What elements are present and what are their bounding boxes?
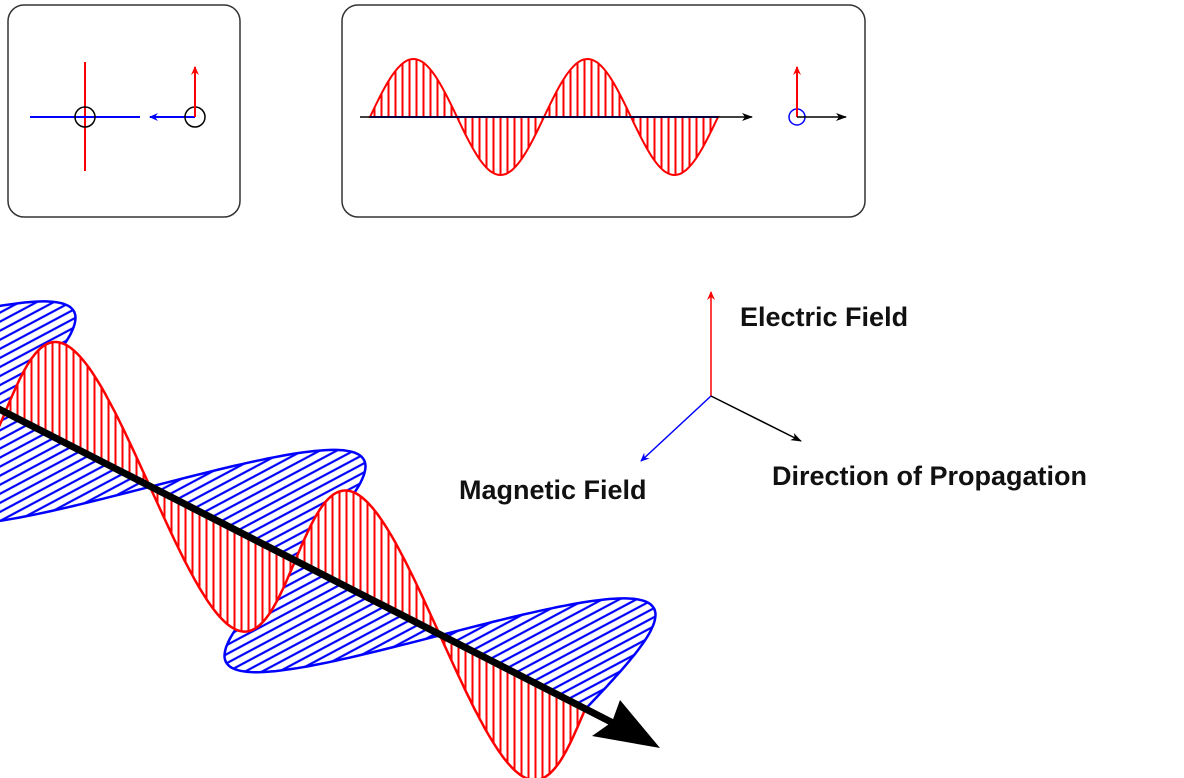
panel bbox=[7, 4, 241, 218]
propagation-axis bbox=[0, 405, 617, 728]
wave bbox=[0, 300, 660, 778]
electric-label: Electric Field bbox=[740, 302, 908, 332]
propagation-label: Direction of Propagation bbox=[772, 461, 1087, 491]
magnetic-axis bbox=[640, 395, 712, 462]
propagation-arrowhead bbox=[592, 700, 660, 748]
magnetic-label: Magnetic Field bbox=[459, 475, 647, 505]
propagation-axis bbox=[710, 395, 802, 442]
axis-circle bbox=[74, 106, 96, 128]
